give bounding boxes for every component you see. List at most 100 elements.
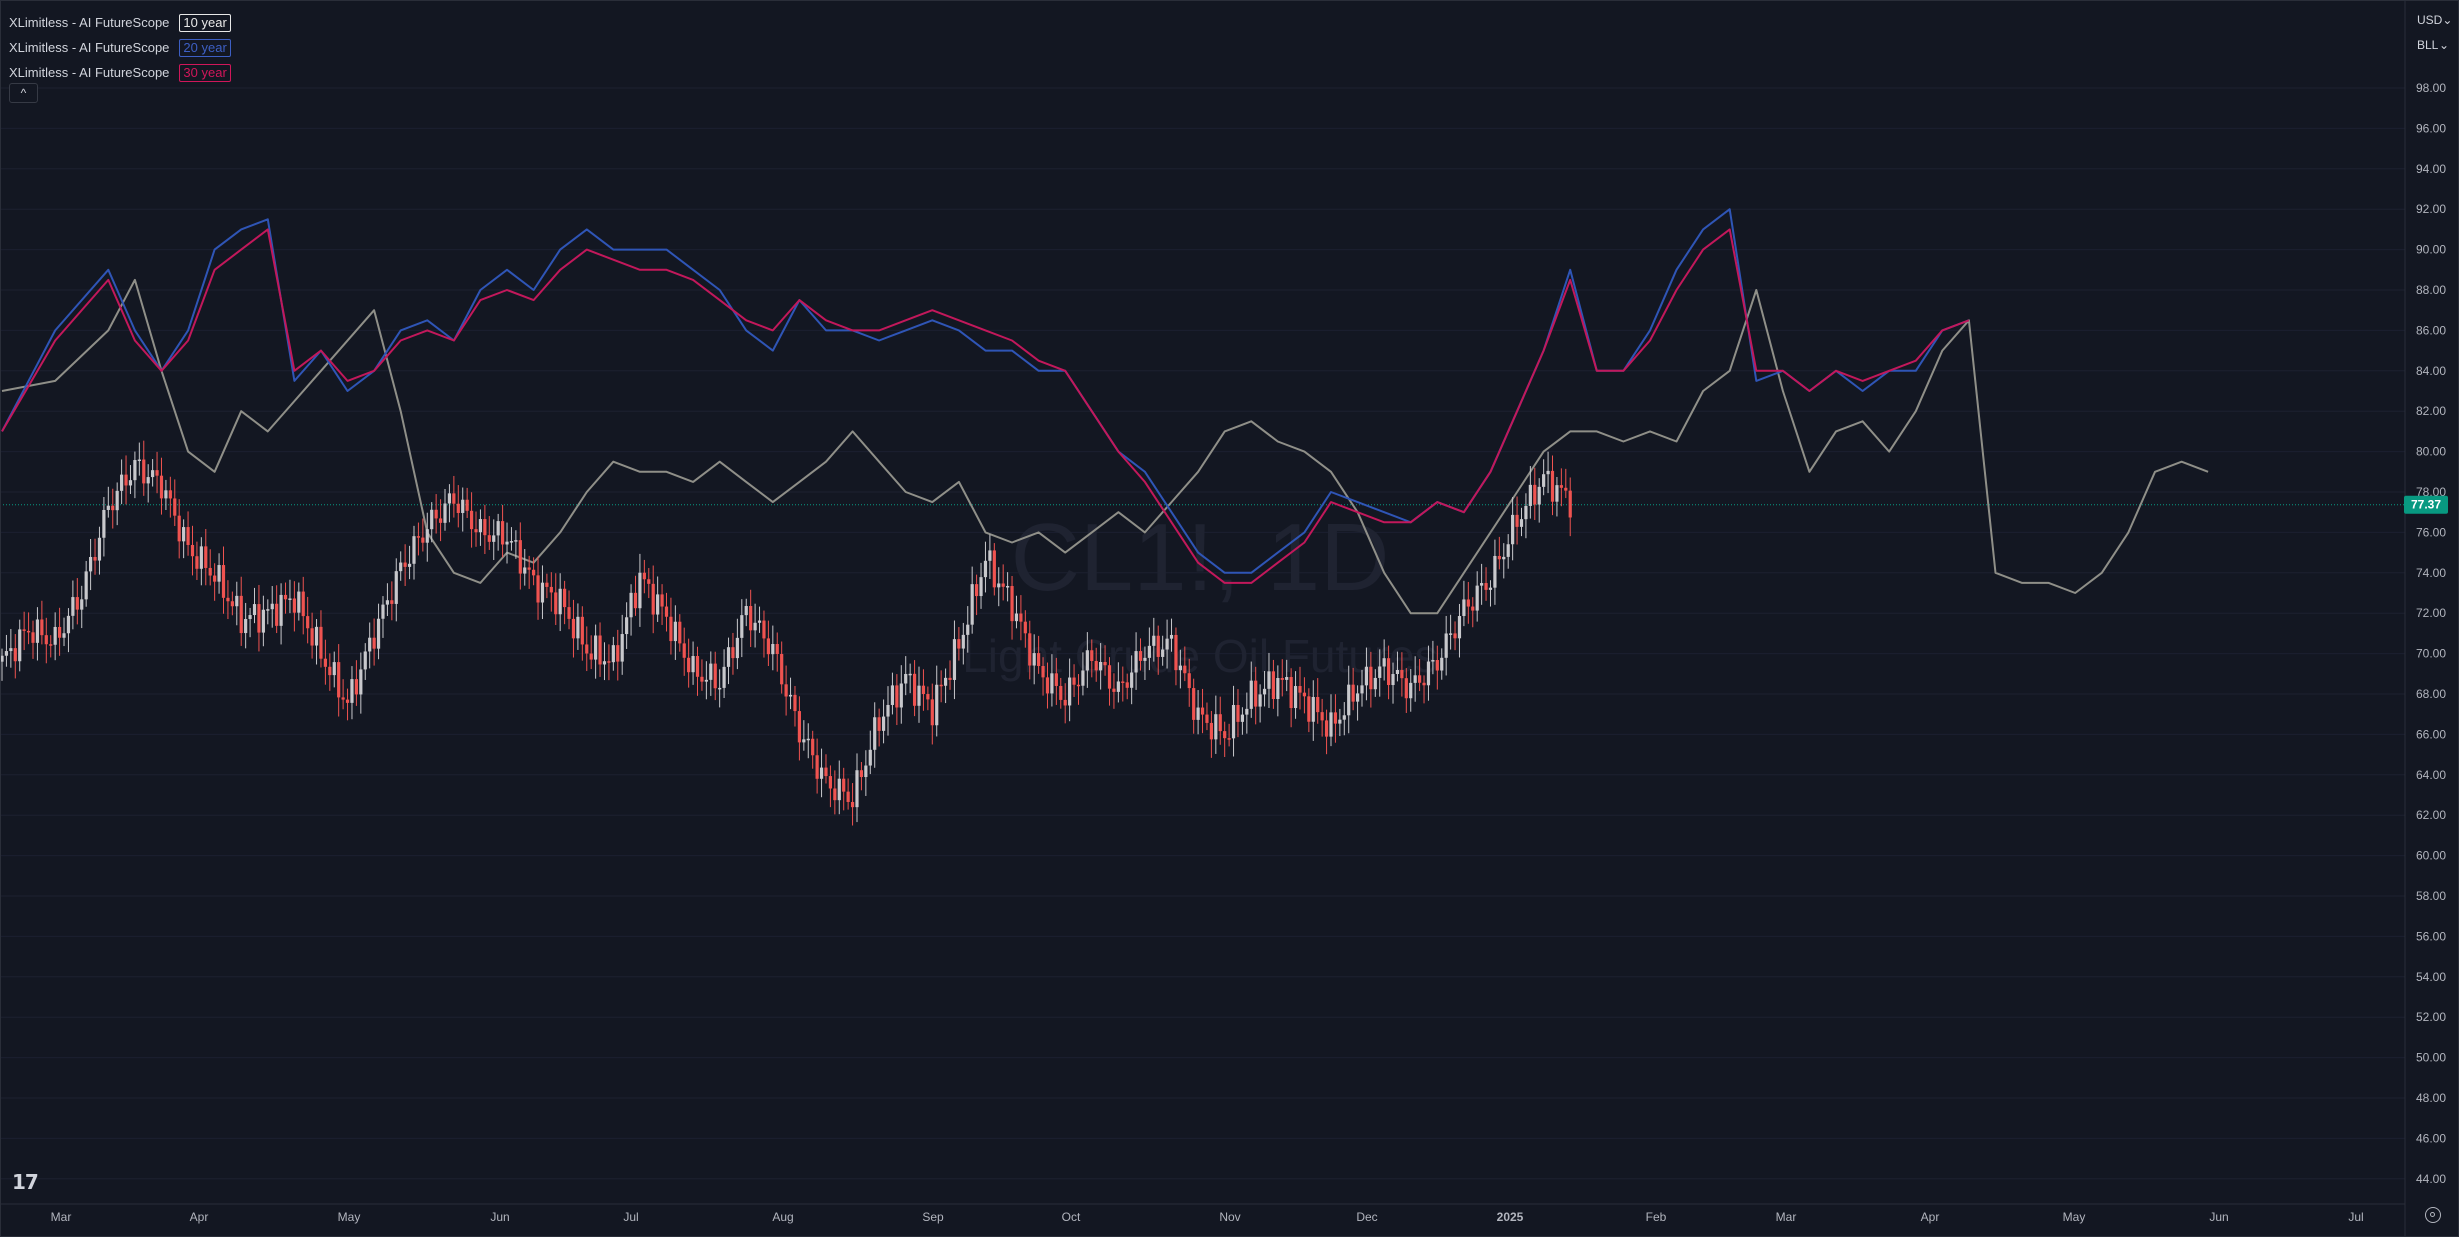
price-tick-label: 68.00 [2416,687,2446,701]
candle-body [1130,672,1134,688]
candle [438,499,443,542]
candle [1240,707,1244,735]
price-tick-label: 92.00 [2416,202,2446,216]
candle [775,632,779,672]
candle [886,686,890,736]
candle-body [186,527,190,545]
candle-body [1444,633,1448,658]
candle-body [1134,651,1138,673]
candle-body [1431,660,1435,662]
candle [1546,451,1550,494]
candle-body [1161,649,1165,657]
badge-30-year[interactable]: 30 year [179,63,231,82]
candle-body [1174,634,1178,671]
candle-body [1409,682,1413,699]
price-tick-label: 94.00 [2416,162,2446,176]
candle [292,581,296,632]
badge-20-year[interactable]: 20 year [179,38,231,57]
candle [106,486,110,518]
candle [430,502,434,543]
candle [1063,683,1067,724]
candle-body [1245,708,1249,715]
legend-row-20-year[interactable]: XLimitless - AI FutureScope 20 year [9,35,231,60]
candle [53,612,57,661]
legend-row-10-year[interactable]: XLimitless - AI FutureScope 10 year [9,10,231,35]
price-scale[interactable] [2405,0,2459,1237]
candle-body [762,620,766,639]
candle [1214,695,1218,754]
currency-selector[interactable]: USD ⌄ [2413,9,2453,30]
candle [416,522,421,556]
candle [13,634,17,679]
candle [350,666,354,720]
candle-body [465,499,469,511]
candle [1382,639,1386,681]
candle-body [576,616,580,639]
candle-body [558,588,562,615]
candle-body [788,694,793,697]
candle-body [124,474,128,486]
candle [514,530,518,559]
candle-body [1471,606,1475,611]
candle [726,637,731,685]
candle-body [1546,470,1550,475]
candle [1276,665,1280,717]
candle-body [518,540,522,574]
candle-body [301,591,305,617]
candle [691,641,695,685]
candle [1457,603,1462,658]
candle [1231,685,1236,757]
chevron-down-icon: ⌄ [2442,12,2453,27]
candle [926,686,930,711]
time-tick-label: Sep [922,1210,944,1224]
candle-body [611,645,615,663]
candle [22,611,26,651]
candle-body [1418,675,1422,683]
candle [283,582,288,614]
candle-body [239,595,243,634]
settings-icon[interactable] [2425,1207,2441,1223]
candle [1254,666,1258,725]
tradingview-logo[interactable]: 17 [12,1170,39,1194]
candle [452,475,456,518]
price-tick-label: 70.00 [2416,647,2446,661]
candle-body [133,460,137,481]
candle-body [13,648,17,662]
candle-body [1205,714,1209,723]
candle [859,762,864,791]
candle [709,651,713,696]
candle-body [1493,555,1497,588]
candle-body [726,647,731,667]
candle-body [664,606,669,617]
candle [26,612,31,645]
candle-body [456,503,460,513]
time-tick-label: Mar [1776,1210,1797,1224]
candle [1165,619,1169,669]
candle-body [1355,693,1360,702]
candle-body [997,583,1001,588]
badge-10-year[interactable]: 10 year [179,13,231,32]
candle-body [1351,684,1355,702]
candle [1072,664,1076,698]
candle [549,572,553,612]
candle [337,644,341,717]
candle [1316,678,1320,724]
candle [182,519,186,559]
unit-selector[interactable]: BLL ⌄ [2413,34,2453,55]
candle-body [1550,470,1555,502]
price-tick-label: 86.00 [2416,323,2446,337]
candle-body [146,477,150,484]
candle-body [1497,555,1501,560]
candle-body [1147,645,1151,658]
collapse-legend-button[interactable]: ^ [9,83,38,103]
time-tick-label: Nov [1219,1210,1240,1224]
candle [244,602,248,649]
candle-body [1426,661,1431,686]
candle [1099,643,1103,690]
candle-body [868,749,872,766]
candle-body [766,638,770,655]
legend-row-30-year[interactable]: XLimitless - AI FutureScope 30 year [9,60,231,85]
candle-body [337,662,341,698]
candle-body [93,556,97,561]
